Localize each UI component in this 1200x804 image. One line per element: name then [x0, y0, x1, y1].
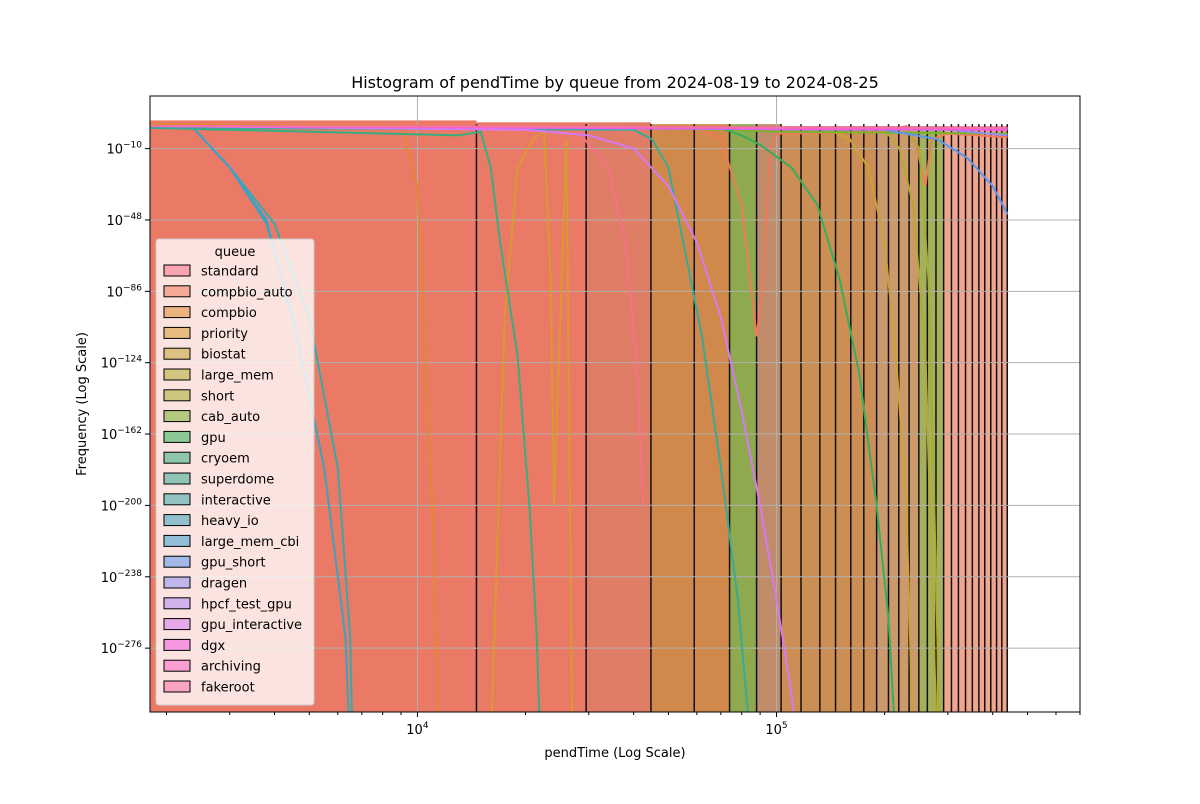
kde-curve-large_mem — [883, 129, 937, 712]
legend-label: cryoem — [201, 452, 250, 467]
legend-item-fakeroot: fakeroot — [163, 680, 255, 696]
legend-swatch — [163, 368, 191, 381]
legend-item-compbio: compbio — [163, 306, 257, 321]
legend-label: gpu — [201, 431, 226, 446]
legend-item-gpu: gpu — [163, 430, 226, 446]
legend-swatch — [163, 555, 191, 568]
legend-item-gpu_interactive: gpu_interactive — [163, 618, 302, 633]
histogram-bar — [781, 126, 877, 712]
legend-label: gpu_interactive — [201, 618, 302, 633]
legend-swatch — [163, 534, 191, 547]
legend-swatch — [163, 326, 191, 339]
legend-label: gpu_short — [201, 556, 266, 571]
legend-item-large_mem: large_mem — [163, 368, 274, 384]
histogram-bar — [650, 124, 730, 712]
legend-item-dragen: dragen — [163, 576, 247, 592]
kde-curve-fakeroot — [150, 125, 1008, 129]
legend-item-cryoem: cryoem — [163, 451, 250, 467]
legend-item-heavy_io: heavy_io — [163, 514, 259, 529]
y-tick-label: 10−238 — [101, 569, 143, 586]
kde-curve-standard — [577, 129, 645, 506]
legend-label: large_mem_cbi — [201, 535, 299, 550]
y-tick-label: 10−162 — [101, 426, 142, 443]
y-tick-label: 10−10 — [106, 141, 142, 158]
y-tick-label: 10−48 — [106, 212, 142, 229]
kde-curve-gpu_interactive — [150, 125, 795, 712]
legend-label: compbio_auto — [201, 285, 293, 300]
legend-label: archiving — [201, 660, 261, 675]
legend-label: standard — [201, 265, 259, 280]
legend-item-archiving: archiving — [163, 659, 261, 675]
legend-swatch — [163, 451, 191, 464]
legend-title: queue — [215, 245, 256, 260]
legend-item-gpu_short: gpu_short — [163, 555, 266, 571]
kde-curve-compbio_auto — [150, 123, 1008, 337]
legend-label: fakeroot — [201, 681, 255, 696]
legend-swatch — [163, 576, 191, 589]
axes-layer: 104 105 10−10 10−48 10−86 10−124 10−162 10−200 1… — [101, 141, 1081, 738]
legend-item-priority: priority — [163, 326, 248, 342]
x-tick-label: 105 — [765, 721, 787, 738]
legend-label: dgx — [201, 639, 226, 654]
legend-swatch — [163, 597, 191, 610]
legend-swatch — [163, 389, 191, 402]
plot-frame — [149, 95, 1081, 713]
legend-swatch — [163, 410, 191, 423]
legend-label: hpcf_test_gpu — [201, 597, 292, 612]
legend-swatch — [163, 514, 191, 527]
legend-swatch — [163, 306, 191, 319]
legend-swatch — [163, 430, 191, 443]
y-tick-label: 10−200 — [101, 497, 143, 514]
legend-swatch — [163, 493, 191, 506]
y-tick-label: 10−276 — [101, 640, 143, 657]
legend-label: dragen — [201, 577, 247, 592]
legend-item-cab_auto: cab_auto — [163, 410, 260, 425]
legend-swatch — [163, 618, 191, 631]
legend-item-hpcf_test_gpu: hpcf_test_gpu — [163, 597, 292, 612]
legend-item-dgx: dgx — [163, 638, 226, 654]
legend-label: heavy_io — [201, 514, 259, 529]
histogram-bar — [756, 124, 782, 712]
kde-curve-cryoem — [150, 126, 541, 712]
chart-title: Histogram of pendTime by queue from 2024… — [351, 73, 879, 92]
legend-swatch — [163, 347, 191, 360]
y-tick-label: 10−86 — [106, 283, 142, 300]
kde-curve-gpu — [150, 125, 895, 712]
legend-swatch — [163, 472, 191, 485]
legend-box — [155, 238, 315, 706]
legend-item-biostat: biostat — [163, 347, 246, 363]
legend-item-standard: standard — [163, 264, 259, 280]
histogram-bar — [943, 126, 1008, 712]
legend-swatch — [163, 264, 191, 277]
legend-label: large_mem — [201, 369, 274, 384]
legend-item-superdome: superdome — [163, 472, 274, 488]
y-axis-label: Frequency (Log Scale) — [75, 332, 90, 476]
legend-item-interactive: interactive — [163, 493, 271, 508]
legend-swatch — [163, 659, 191, 672]
legend-label: biostat — [201, 348, 246, 363]
kde-curve-superdome — [150, 126, 749, 712]
legend-label: compbio — [201, 306, 257, 321]
x-tick-label: 104 — [406, 721, 429, 738]
legend-label: priority — [201, 327, 248, 342]
legend-item-large_mem_cbi: large_mem_cbi — [163, 534, 299, 550]
legend-swatch — [163, 638, 191, 651]
legend-item-short: short — [163, 389, 234, 404]
legend-swatch — [163, 285, 191, 298]
legend-item-compbio_auto: compbio_auto — [163, 285, 293, 300]
legend-label: cab_auto — [201, 410, 260, 425]
legend-swatch — [163, 680, 191, 693]
y-tick-label: 10−124 — [101, 355, 143, 372]
kde-curve-biostat — [828, 128, 914, 712]
x-axis-label: pendTime (Log Scale) — [544, 746, 685, 761]
legend-label: superdome — [201, 473, 274, 488]
legend-label: interactive — [201, 493, 271, 508]
legend-label: short — [201, 389, 234, 404]
histogram-bar — [876, 126, 919, 712]
kde-curve-short — [905, 129, 941, 712]
